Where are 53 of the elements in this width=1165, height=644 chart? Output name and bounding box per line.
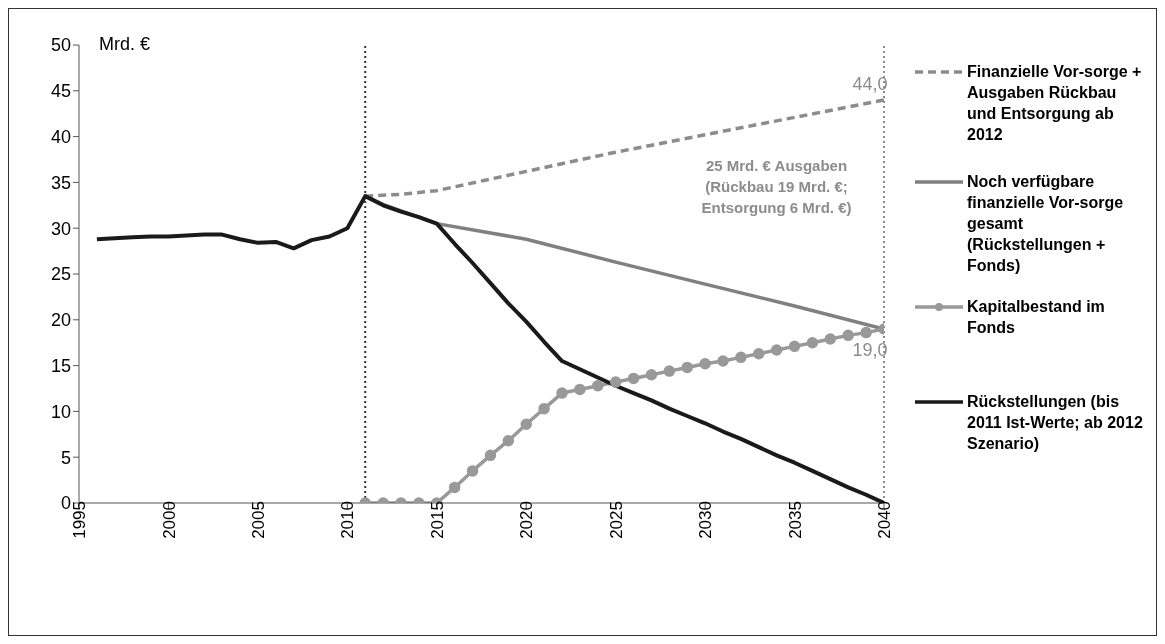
point [824,333,837,345]
y-tick-label: 20 [50,310,71,331]
point [735,351,747,364]
point [448,481,461,494]
y-tick-label: 15 [50,355,71,376]
y-tick-label: 35 [50,172,71,193]
y-tick-label: 50 [50,35,71,56]
point [663,365,676,377]
point [806,336,819,349]
x-tick-label: 2025 [606,501,626,539]
legend-label: Finanzielle Vor-sorge + Ausgaben Rückbau und Entsorgung ab 2012 [967,62,1143,145]
point [484,449,497,462]
annotation: 25 Mrd. € Ausgaben (Rückbau 19 Mrd. €; Entsorgung 6 Mrd. €) [700,156,853,218]
point [770,344,783,356]
point [520,418,532,430]
point [466,465,479,477]
x-tick-label: 1995 [70,501,90,539]
point [753,347,765,360]
point [788,340,801,353]
point [556,387,568,399]
point [627,372,640,385]
y-tick-label: 5 [60,447,71,468]
legend-label: Kapitalbestand im Fonds [967,297,1106,338]
point [592,380,604,392]
y-tick-label: 10 [50,401,71,422]
annotation: 44,0 [852,73,888,94]
y-tick-label: 45 [50,81,71,102]
point [645,369,658,381]
point [574,383,586,396]
point [502,434,515,447]
x-tick-label: 2030 [696,501,716,539]
y-tick-label: 30 [50,218,71,239]
point [538,402,550,415]
y-tick-label: 25 [50,264,71,285]
y-tick-label: 40 [50,126,71,147]
x-tick-label: 2035 [785,501,805,539]
annotation: 19,0 [852,339,888,360]
x-tick-label: 2010 [338,501,358,539]
legend-label: Rückstellungen (bis 2011 Ist-Werte; ab 2012 Szenario) [967,392,1144,454]
x-tick-label: 2040 [875,501,895,539]
y-axis-title: Mrd. € [99,33,151,54]
legend-label: Noch verfügbare finanzielle Vor-sorge gesamt (Rückstellungen + Fonds) [967,172,1125,276]
point [860,326,872,339]
x-tick-label: 2005 [248,501,268,539]
point [842,329,854,342]
y-tick-label: 0 [60,493,71,514]
point [609,376,622,388]
point [681,361,693,374]
x-tick-label: 2020 [517,501,537,539]
x-tick-label: 2015 [427,501,447,539]
x-tick-label: 2000 [159,501,179,539]
point [699,358,711,370]
point [717,355,729,367]
